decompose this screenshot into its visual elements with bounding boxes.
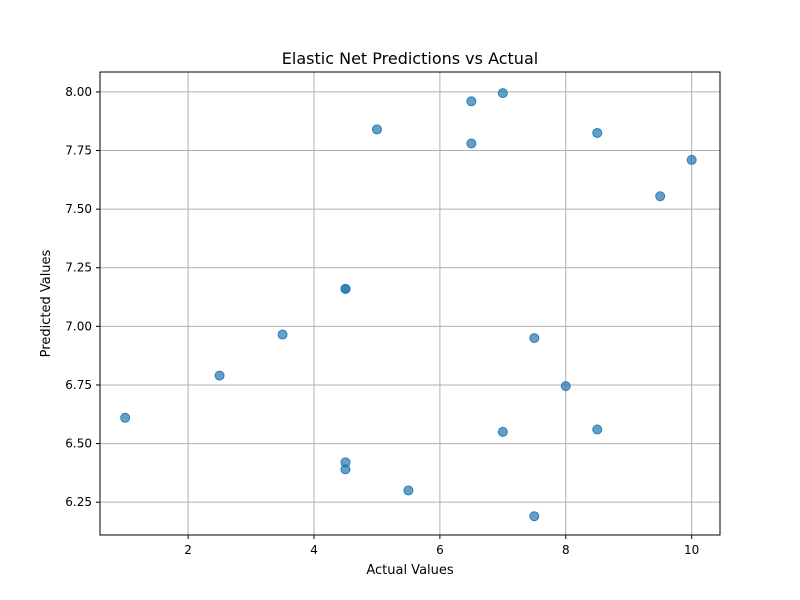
y-axis: 6.25 6.50 6.75 7.00 7.25 7.50 7.75 8.00 <box>65 85 100 509</box>
x-tick-label: 8 <box>562 543 570 557</box>
y-tick-label: 7.75 <box>65 144 92 158</box>
y-tick-label: 7.25 <box>65 261 92 275</box>
chart-title: Elastic Net Predictions vs Actual <box>282 49 538 68</box>
y-tick-label: 6.50 <box>65 437 92 451</box>
data-point <box>592 424 603 435</box>
data-point <box>592 127 603 138</box>
y-tick-label: 7.50 <box>65 202 92 216</box>
data-point <box>340 283 351 294</box>
data-point <box>497 426 508 437</box>
data-point <box>497 88 508 99</box>
y-tick-label: 8.00 <box>65 85 92 99</box>
data-point <box>120 412 131 423</box>
data-point <box>214 370 225 381</box>
data-point <box>655 191 666 202</box>
x-tick-label: 2 <box>184 543 192 557</box>
y-tick-label: 6.25 <box>65 495 92 509</box>
x-axis: 2 4 6 8 10 <box>184 535 699 557</box>
y-axis-label: Predicted Values <box>39 249 54 357</box>
data-point <box>277 329 288 340</box>
x-tick-label: 4 <box>310 543 318 557</box>
data-points <box>120 88 697 522</box>
x-tick-label: 6 <box>436 543 444 557</box>
data-point <box>466 138 477 149</box>
data-point <box>403 485 414 496</box>
x-tick-label: 10 <box>684 543 699 557</box>
y-tick-label: 6.75 <box>65 378 92 392</box>
grid-lines <box>100 72 720 535</box>
data-point <box>529 511 540 522</box>
data-point <box>340 464 351 475</box>
data-point <box>466 96 477 107</box>
y-tick-label: 7.00 <box>65 319 92 333</box>
data-point <box>371 124 382 135</box>
data-point <box>529 333 540 344</box>
plot-area-frame <box>99 71 721 536</box>
data-point <box>686 154 697 165</box>
data-point <box>560 381 571 392</box>
x-axis-label: Actual Values <box>366 563 454 578</box>
